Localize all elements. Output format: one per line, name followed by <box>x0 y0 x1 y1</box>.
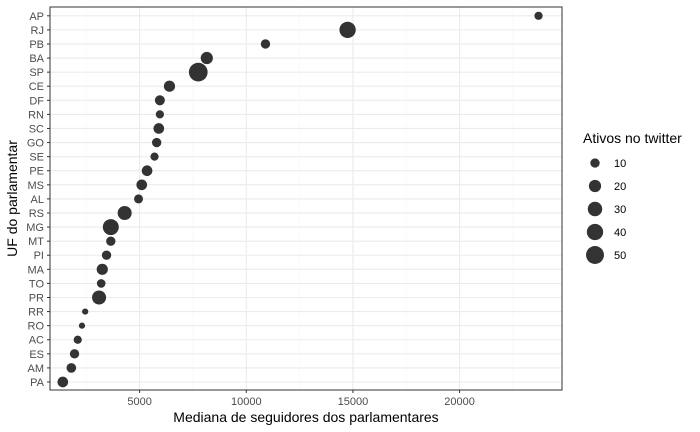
data-point-go <box>151 137 162 148</box>
y-tick-label-df: DF <box>29 95 44 107</box>
y-tick-label-pe: PE <box>29 166 44 178</box>
data-point-ce <box>163 80 176 92</box>
legend-label-30: 30 <box>614 204 626 216</box>
legend-label-40: 40 <box>614 227 626 239</box>
y-tick-label-sp: SP <box>29 67 44 79</box>
data-point-ro <box>78 322 86 329</box>
data-point-df <box>154 95 165 106</box>
data-points <box>57 11 543 388</box>
y-tick-label-mg: MG <box>26 222 44 234</box>
data-point-pi <box>101 250 112 260</box>
x-tick-label-5000: 5000 <box>127 396 151 408</box>
legend-key-10 <box>590 158 600 168</box>
data-point-pe <box>141 165 153 177</box>
data-point-pr <box>92 290 107 305</box>
data-point-ms <box>136 179 148 191</box>
y-tick-label-to: TO <box>29 278 45 290</box>
legend-key-40 <box>586 223 604 241</box>
data-point-sp <box>188 62 208 82</box>
x-tick-label-15000: 15000 <box>338 396 369 408</box>
data-point-rr <box>82 308 89 315</box>
y-tick-label-pr: PR <box>29 292 44 304</box>
data-point-am <box>66 363 77 373</box>
data-point-pa <box>57 376 69 388</box>
data-point-rj <box>339 21 356 39</box>
x-axis-title: Mediana de seguidores dos parlamentares <box>173 409 438 425</box>
data-point-ap <box>534 11 543 20</box>
legend-title: Ativos no twitter <box>583 130 682 146</box>
data-point-rn <box>155 110 164 119</box>
y-tick-label-al: AL <box>31 194 44 206</box>
y-tick-label-mt: MT <box>28 236 44 248</box>
y-tick-label-sc: SC <box>29 123 44 135</box>
y-tick-label-pi: PI <box>34 250 44 262</box>
y-tick-label-ms: MS <box>28 180 45 192</box>
legend-label-20: 20 <box>614 181 626 193</box>
y-tick-label-ac: AC <box>29 335 44 347</box>
data-point-rs <box>117 205 132 221</box>
x-axis-ticks: 5000 10000 15000 20000 <box>127 390 475 408</box>
data-point-mg <box>102 219 119 236</box>
y-tick-label-rj: RJ <box>31 25 44 37</box>
y-tick-label-rr: RR <box>28 307 44 319</box>
size-legend: Ativos no twitter 10 20 30 40 50 <box>583 130 682 264</box>
data-point-ba <box>200 51 213 65</box>
y-tick-label-ce: CE <box>29 81 44 93</box>
y-tick-label-rs: RS <box>29 208 44 220</box>
data-point-es <box>69 349 80 359</box>
data-point-ma <box>96 263 108 275</box>
y-tick-label-ma: MA <box>28 264 45 276</box>
y-axis-ticks: PA AM ES AC RO RR PR TO MA PI MT MG RS AL MS PE SE GO SC RN… <box>26 11 50 389</box>
y-axis-title: UF do parlamentar <box>4 140 20 257</box>
data-point-to <box>96 279 106 288</box>
data-point-ac <box>73 335 82 344</box>
legend-key-30 <box>587 201 603 217</box>
y-tick-label-ro: RO <box>28 321 45 333</box>
y-tick-label-ap: AP <box>29 11 44 23</box>
y-tick-label-se: SE <box>29 152 44 164</box>
y-tick-label-am: AM <box>28 363 45 375</box>
legend-label-50: 50 <box>614 250 626 262</box>
legend-label-10: 10 <box>614 158 626 170</box>
y-tick-label-rn: RN <box>28 109 44 121</box>
data-point-pb <box>260 39 271 49</box>
x-tick-label-20000: 20000 <box>444 396 475 408</box>
data-point-al <box>134 194 144 204</box>
data-point-sc <box>153 123 165 134</box>
y-tick-label-pa: PA <box>30 377 45 389</box>
y-tick-label-es: ES <box>29 349 44 361</box>
data-point-se <box>150 152 159 161</box>
grid-lines <box>50 7 562 390</box>
data-point-mt <box>106 236 116 246</box>
legend-key-20 <box>588 179 602 193</box>
y-tick-label-pb: PB <box>29 39 44 51</box>
y-tick-label-go: GO <box>27 138 45 150</box>
y-tick-label-ba: BA <box>29 53 44 65</box>
legend-key-50 <box>586 246 604 264</box>
x-tick-label-10000: 10000 <box>231 396 262 408</box>
